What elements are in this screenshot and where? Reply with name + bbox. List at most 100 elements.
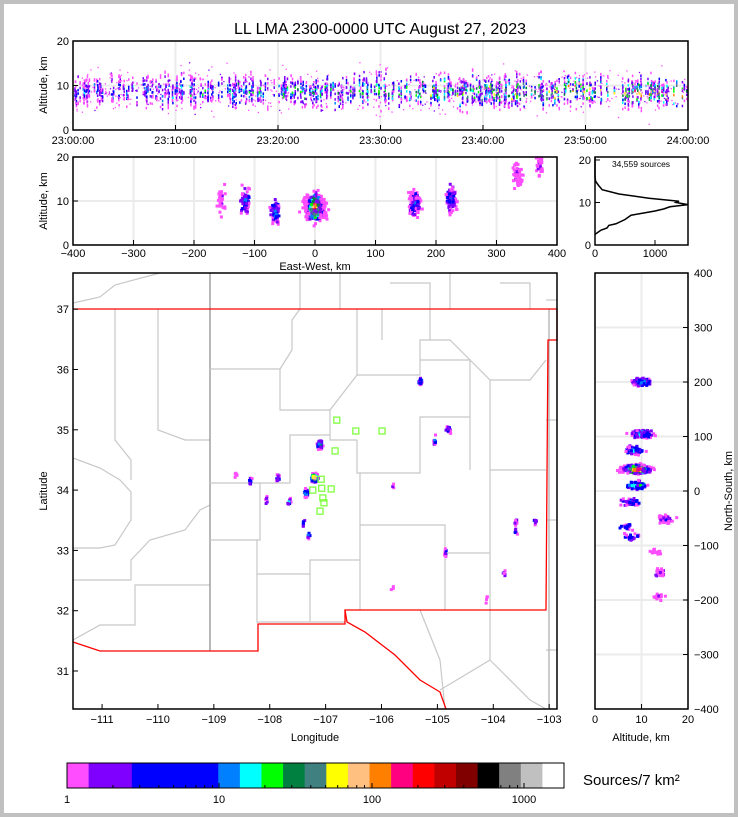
source-point xyxy=(378,85,380,88)
source-point xyxy=(126,93,128,97)
source-point xyxy=(666,91,668,95)
source-point xyxy=(99,101,101,105)
source-point xyxy=(461,86,464,90)
source-point xyxy=(508,94,511,98)
y-tick-label: 32 xyxy=(57,606,69,618)
source-point xyxy=(466,99,469,103)
source-point xyxy=(245,190,249,194)
source-point xyxy=(194,103,197,107)
source-point xyxy=(593,90,596,94)
source-point xyxy=(541,90,543,93)
source-point xyxy=(147,83,149,87)
source-point xyxy=(252,75,254,79)
source-point xyxy=(244,90,247,93)
source-point xyxy=(313,84,315,88)
source-point xyxy=(662,84,664,87)
source-point xyxy=(167,105,170,109)
source-point xyxy=(263,85,266,87)
source-point xyxy=(670,88,672,90)
source-point xyxy=(665,90,667,94)
source-point xyxy=(525,86,528,90)
source-point xyxy=(211,89,214,92)
source-point xyxy=(516,101,519,105)
source-point xyxy=(99,84,101,87)
source-point xyxy=(269,69,271,71)
source-point xyxy=(317,97,319,101)
source-point xyxy=(302,89,304,92)
source-point xyxy=(512,93,515,96)
source-point xyxy=(640,82,642,84)
source-point xyxy=(681,89,684,93)
source-point xyxy=(551,94,553,96)
source-point xyxy=(391,97,394,100)
source-point xyxy=(417,86,420,89)
source-point xyxy=(637,95,639,99)
source-point xyxy=(164,75,166,78)
source-point xyxy=(638,92,641,95)
source-point xyxy=(315,70,318,72)
lma-station-marker xyxy=(320,499,328,507)
source-point xyxy=(414,192,418,196)
source-point xyxy=(87,88,89,91)
source-point xyxy=(345,102,347,104)
source-point xyxy=(671,99,673,102)
source-point xyxy=(272,213,276,217)
source-point xyxy=(240,208,244,212)
source-point xyxy=(647,85,649,87)
source-point xyxy=(142,83,145,86)
source-point xyxy=(511,85,513,87)
source-point xyxy=(438,103,440,107)
source-point xyxy=(212,95,214,98)
source-point xyxy=(472,85,475,88)
source-point xyxy=(634,86,636,89)
source-point xyxy=(622,90,624,94)
source-point xyxy=(304,97,306,100)
source-point xyxy=(598,85,600,87)
source-point xyxy=(495,105,497,108)
source-point xyxy=(491,90,494,94)
source-point xyxy=(283,89,286,92)
source-point xyxy=(675,84,678,87)
source-point xyxy=(361,89,364,92)
source-point xyxy=(188,69,190,71)
source-point xyxy=(534,90,536,94)
source-point xyxy=(383,84,386,88)
source-point xyxy=(636,383,640,387)
source-point xyxy=(93,83,96,86)
source-point xyxy=(651,90,654,93)
source-point xyxy=(305,218,309,222)
source-point xyxy=(312,91,314,94)
source-point xyxy=(319,89,322,93)
source-point xyxy=(409,92,412,96)
source-point xyxy=(495,85,498,89)
source-point xyxy=(553,88,556,90)
source-point xyxy=(250,73,252,76)
source-point xyxy=(303,489,307,493)
source-point xyxy=(398,82,400,85)
source-point xyxy=(301,85,304,88)
source-point xyxy=(315,106,318,109)
source-point xyxy=(190,100,192,103)
source-point xyxy=(375,114,377,116)
source-point xyxy=(293,94,296,97)
source-point xyxy=(264,74,267,77)
source-point xyxy=(540,70,542,73)
source-point xyxy=(433,110,436,112)
source-point xyxy=(229,100,232,103)
source-point xyxy=(87,91,89,94)
source-point xyxy=(650,93,652,96)
source-point xyxy=(502,63,505,65)
source-point xyxy=(593,95,596,99)
source-point xyxy=(375,72,378,75)
source-point xyxy=(625,96,627,100)
source-point xyxy=(183,71,185,75)
source-point xyxy=(146,100,148,103)
source-point xyxy=(259,99,262,102)
source-point xyxy=(180,64,182,67)
source-point xyxy=(613,89,616,92)
source-point xyxy=(392,90,395,93)
source-point xyxy=(297,79,299,81)
source-point xyxy=(650,433,654,437)
source-point xyxy=(362,106,364,110)
source-point xyxy=(267,81,269,85)
